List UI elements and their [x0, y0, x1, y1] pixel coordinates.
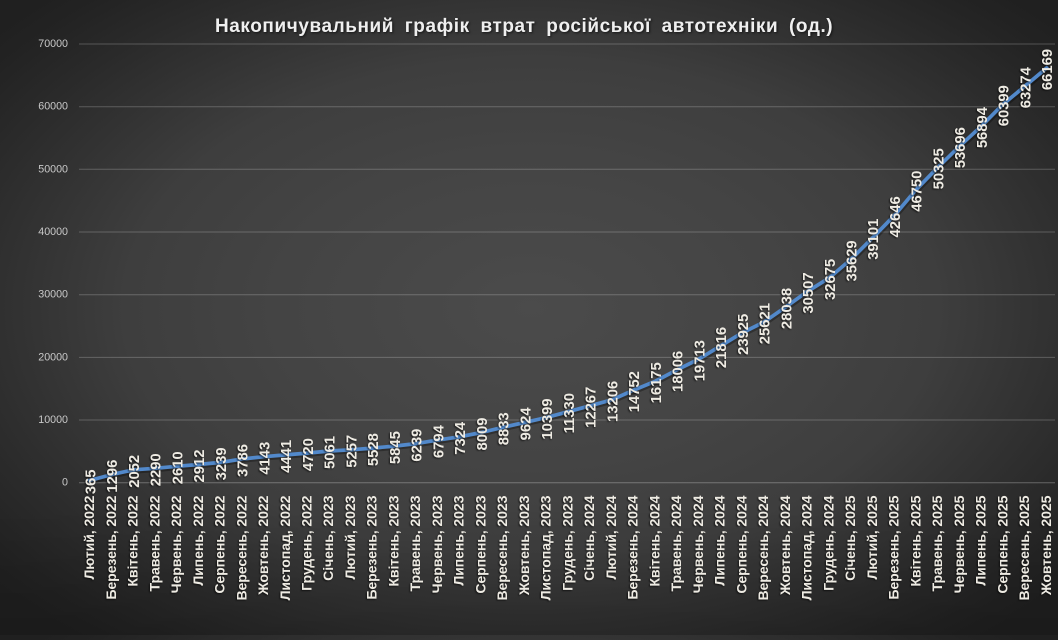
svg-text:Квітень, 2022: Квітень, 2022	[125, 495, 141, 586]
svg-text:Березень, 2025: Березень, 2025	[886, 495, 902, 599]
svg-text:11330: 11330	[562, 393, 578, 433]
svg-text:5257: 5257	[344, 435, 360, 468]
svg-text:13206: 13206	[605, 381, 621, 422]
svg-text:25621: 25621	[758, 303, 774, 344]
svg-text:10000: 10000	[38, 414, 68, 426]
svg-text:Червень, 2023: Червень, 2023	[429, 495, 445, 593]
svg-text:365: 365	[83, 470, 99, 495]
svg-text:2052: 2052	[127, 455, 143, 488]
svg-text:Жовтень, 2022: Жовтень, 2022	[255, 495, 271, 596]
svg-text:5845: 5845	[388, 431, 404, 464]
svg-text:Липень, 2022: Липень, 2022	[190, 495, 206, 585]
svg-text:23925: 23925	[736, 314, 752, 355]
svg-text:Серпень, 2022: Серпень, 2022	[212, 495, 228, 593]
svg-text:Травень, 2025: Травень, 2025	[929, 495, 945, 591]
svg-text:Липень, 2023: Липень, 2023	[451, 495, 467, 585]
svg-text:19713: 19713	[692, 340, 708, 381]
svg-text:Квітень, 2023: Квітень, 2023	[385, 495, 401, 586]
svg-text:Травень, 2022: Травень, 2022	[146, 495, 162, 591]
svg-text:20000: 20000	[38, 351, 68, 363]
svg-text:Серпень, 2025: Серпень, 2025	[994, 495, 1010, 593]
svg-text:8009: 8009	[475, 418, 491, 451]
svg-text:Серпень, 2023: Серпень, 2023	[472, 495, 488, 593]
svg-text:2290: 2290	[149, 453, 165, 486]
svg-text:8833: 8833	[497, 412, 513, 445]
svg-text:42646: 42646	[888, 196, 904, 237]
svg-text:0: 0	[62, 477, 68, 489]
svg-text:6239: 6239	[410, 429, 426, 462]
svg-text:3786: 3786	[236, 444, 252, 477]
svg-text:1296: 1296	[105, 460, 121, 493]
svg-text:12267: 12267	[584, 387, 600, 428]
svg-text:7324: 7324	[453, 421, 469, 455]
svg-text:Жовтень, 2023: Жовтень, 2023	[516, 495, 532, 596]
svg-text:Квітень, 2025: Квітень, 2025	[907, 495, 923, 586]
svg-text:Вересень, 2024: Вересень, 2024	[755, 495, 771, 600]
svg-text:Грудень, 2024: Грудень, 2024	[820, 495, 836, 590]
svg-text:5528: 5528	[366, 433, 382, 466]
svg-text:5061: 5061	[323, 436, 339, 469]
svg-text:Січень, 2025: Січень, 2025	[842, 495, 858, 581]
svg-text:Вересень, 2025: Вересень, 2025	[1016, 495, 1032, 600]
svg-text:4441: 4441	[279, 440, 295, 473]
svg-text:Липень, 2024: Липень, 2024	[712, 495, 728, 585]
svg-text:Лютий, 2023: Лютий, 2023	[342, 495, 358, 579]
svg-text:50000: 50000	[38, 163, 68, 175]
svg-text:Червень, 2022: Червень, 2022	[168, 495, 184, 593]
svg-text:Травень, 2024: Травень, 2024	[668, 495, 684, 591]
svg-text:Січень, 2023: Січень, 2023	[320, 495, 336, 581]
svg-text:18006: 18006	[671, 351, 687, 392]
svg-text:39101: 39101	[866, 219, 882, 260]
svg-text:14752: 14752	[627, 371, 643, 412]
svg-text:60399: 60399	[997, 85, 1013, 126]
svg-text:6794: 6794	[431, 424, 447, 458]
svg-text:Вересень, 2022: Вересень, 2022	[233, 495, 249, 600]
svg-text:66169: 66169	[1040, 49, 1056, 90]
svg-text:53696: 53696	[953, 127, 969, 168]
svg-text:Вересень, 2023: Вересень, 2023	[494, 495, 510, 600]
svg-text:Квітень, 2024: Квітень, 2024	[646, 495, 662, 586]
svg-text:Листопад, 2023: Листопад, 2023	[538, 495, 554, 600]
svg-text:30507: 30507	[801, 272, 817, 313]
svg-text:2912: 2912	[192, 450, 208, 483]
svg-text:Лютий, 2022: Лютий, 2022	[81, 495, 97, 579]
svg-text:56894: 56894	[975, 106, 991, 148]
svg-text:Лютий, 2025: Лютий, 2025	[864, 495, 880, 579]
svg-text:Листопад, 2022: Листопад, 2022	[277, 495, 293, 600]
svg-text:63274: 63274	[1018, 66, 1034, 108]
svg-text:Липень, 2025: Липень, 2025	[973, 495, 989, 585]
svg-text:Лютий, 2024: Лютий, 2024	[603, 495, 619, 579]
svg-text:32675: 32675	[823, 259, 839, 300]
svg-text:Жовтень, 2025: Жовтень, 2025	[1038, 495, 1054, 596]
svg-text:4720: 4720	[301, 438, 317, 471]
svg-text:Накопичувальний графік втрат р: Накопичувальний графік втрат російської …	[215, 16, 833, 37]
svg-text:46750: 46750	[910, 171, 926, 212]
svg-text:16175: 16175	[649, 362, 665, 403]
svg-text:Березень, 2022: Березень, 2022	[103, 495, 119, 599]
svg-text:3239: 3239	[214, 447, 230, 480]
svg-text:10399: 10399	[540, 398, 556, 439]
svg-text:40000: 40000	[38, 226, 68, 238]
svg-text:Листопад, 2024: Листопад, 2024	[799, 495, 815, 600]
svg-text:4143: 4143	[257, 442, 273, 475]
svg-text:Жовтень, 2024: Жовтень, 2024	[777, 495, 793, 596]
svg-text:50325: 50325	[931, 148, 947, 189]
svg-text:Грудень, 2023: Грудень, 2023	[559, 495, 575, 590]
svg-text:60000: 60000	[38, 101, 68, 113]
svg-text:21816: 21816	[714, 327, 730, 368]
svg-text:Березень, 2023: Березень, 2023	[364, 495, 380, 599]
svg-text:Червень, 2024: Червень, 2024	[690, 495, 706, 593]
svg-text:Березень, 2024: Березень, 2024	[625, 495, 641, 599]
svg-text:Січень, 2024: Січень, 2024	[581, 495, 597, 581]
svg-text:2610: 2610	[170, 451, 186, 484]
svg-text:Червень, 2025: Червень, 2025	[951, 495, 967, 593]
svg-text:30000: 30000	[38, 289, 68, 301]
svg-text:Серпень, 2024: Серпень, 2024	[733, 495, 749, 593]
svg-text:28038: 28038	[779, 288, 795, 329]
svg-text:Травень, 2023: Травень, 2023	[407, 495, 423, 591]
svg-text:35629: 35629	[845, 240, 861, 281]
svg-text:70000: 70000	[38, 38, 68, 50]
svg-text:Грудень, 2022: Грудень, 2022	[299, 495, 315, 590]
svg-text:9624: 9624	[518, 407, 534, 441]
